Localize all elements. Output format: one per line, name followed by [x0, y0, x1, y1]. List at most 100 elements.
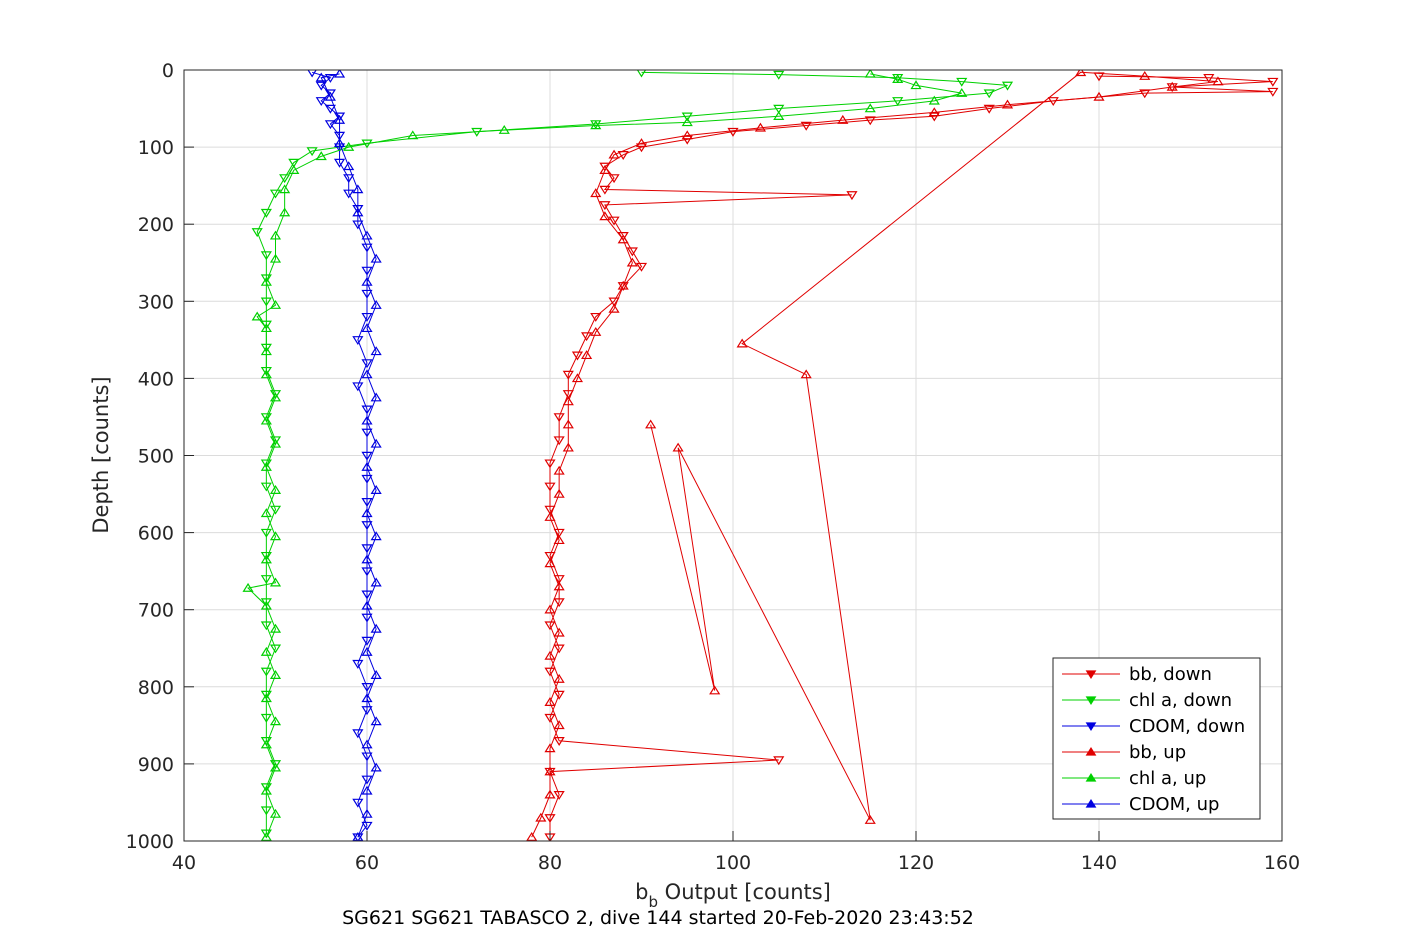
data-point [361, 276, 373, 286]
data-point [553, 528, 565, 538]
data-point [260, 413, 272, 423]
data-point [544, 743, 556, 753]
data-point [672, 442, 684, 452]
data-point [635, 262, 648, 272]
data-point [553, 598, 565, 608]
data-point [535, 812, 547, 822]
data-point [928, 95, 940, 105]
data-point [370, 531, 382, 541]
data-point [681, 117, 693, 127]
data-point [361, 808, 373, 818]
y-tick-label: 1000 [126, 831, 174, 853]
legend-entry: chl a, down [1062, 690, 1232, 711]
data-point [361, 508, 373, 518]
data-point [370, 623, 382, 633]
x-tick-label: 80 [538, 852, 562, 874]
data-point [636, 70, 647, 78]
data-point [370, 392, 382, 402]
data-point [269, 808, 282, 818]
data-point [361, 451, 373, 461]
x-tick-label: 40 [172, 852, 196, 874]
data-point [352, 382, 364, 392]
data-point [864, 815, 876, 824]
data-point [288, 165, 300, 174]
data-point [260, 785, 272, 795]
data-point [361, 821, 373, 831]
data-point [1212, 76, 1224, 86]
data-point [269, 505, 282, 515]
data-point [544, 482, 556, 492]
data-point [352, 798, 364, 808]
y-tick-label: 0 [162, 60, 174, 82]
data-point [1139, 70, 1151, 80]
data-point [260, 346, 272, 356]
data-point [1203, 73, 1215, 83]
data-point [608, 297, 620, 307]
data-point [544, 604, 556, 614]
data-point [361, 405, 373, 415]
data-point [837, 114, 849, 124]
data-point [361, 474, 373, 484]
data-point [681, 135, 693, 145]
data-point [260, 739, 272, 749]
data-point [352, 659, 364, 669]
data-point [361, 785, 373, 795]
data-point [269, 438, 282, 448]
data-point [983, 89, 995, 99]
data-point [361, 693, 373, 703]
data-point [544, 558, 556, 568]
data-point [544, 713, 556, 723]
data-point [645, 419, 657, 429]
data-point [315, 97, 327, 107]
x-axis-title: bb Output [counts] [635, 880, 831, 911]
data-point [269, 230, 282, 240]
axis-ticks: 40 60 80 100 120 140 160 0 100 200 300 400 500 600 700… [126, 60, 1300, 874]
data-point [315, 151, 327, 161]
data-point [370, 346, 382, 356]
x-tick-label: 100 [715, 852, 751, 874]
data-point [1267, 77, 1279, 87]
data-point [315, 72, 327, 82]
data-point [544, 650, 556, 660]
data-point [910, 80, 922, 90]
data-point [269, 623, 282, 633]
data-point [773, 70, 785, 80]
data-point [1001, 99, 1014, 109]
data-point [269, 253, 282, 263]
data-point [370, 762, 382, 772]
data-point [361, 775, 373, 785]
series-line [247, 73, 962, 838]
legend-entry: CDOM, up [1062, 794, 1219, 815]
data-point [544, 667, 556, 677]
x-tick-label: 160 [1264, 852, 1300, 874]
data-point [279, 207, 291, 217]
data-point [370, 438, 382, 448]
x-tick-label: 140 [1081, 852, 1117, 874]
data-point [617, 151, 629, 160]
data-point [1139, 89, 1151, 99]
y-tick-label: 800 [138, 677, 174, 699]
data-point [599, 201, 611, 211]
legend-entry: bb, down [1062, 664, 1212, 685]
data-point [571, 351, 584, 361]
data-point [370, 577, 382, 587]
data-point [352, 831, 364, 841]
data-point [260, 831, 272, 841]
data-point [571, 373, 584, 383]
data-point [361, 636, 373, 646]
data-point [288, 158, 300, 168]
legend-label: bb, down [1129, 664, 1212, 685]
data-point [269, 670, 282, 679]
data-point [544, 697, 556, 706]
data-point [361, 230, 373, 240]
data-point [553, 690, 565, 700]
data-point [553, 737, 565, 746]
data-point [681, 112, 693, 122]
data-point [956, 77, 968, 87]
legend-label: chl a, down [1129, 690, 1232, 711]
data-point [983, 104, 995, 114]
data-point [1075, 70, 1087, 77]
series-5 [242, 70, 968, 841]
data-point [773, 756, 785, 766]
data-point [553, 575, 565, 585]
